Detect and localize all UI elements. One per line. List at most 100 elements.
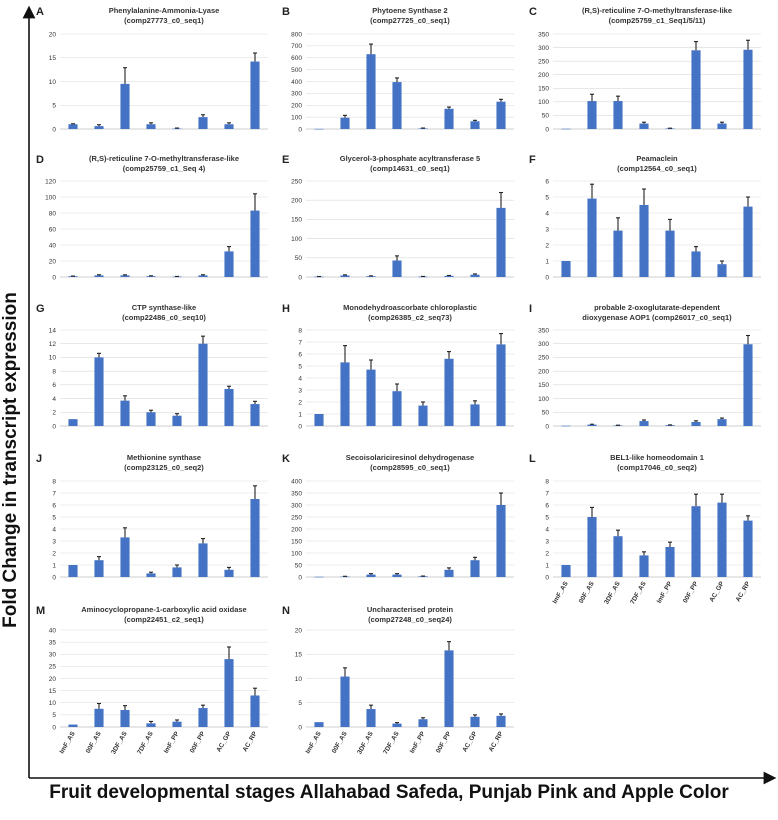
y-tick-label: 40	[49, 242, 57, 249]
bar-ac_gp	[470, 404, 480, 426]
panel-h: H Monodehydroascorbate chloroplastic(comp…	[282, 303, 514, 430]
x-category-label: AC_GP	[708, 580, 726, 603]
x-category-label: AC_GP	[215, 730, 233, 753]
panel-a: A Phenylalanine-Ammonia-Lyase(comp27773_c…	[36, 6, 268, 133]
y-axis-title: Fold Change in transcript expression	[0, 292, 21, 628]
panel-letter: F	[529, 154, 536, 166]
y-tick-label: 6	[52, 502, 56, 509]
bar-00f_pp	[444, 275, 454, 277]
panel-title-line: (R,S)-reticuline 7-O-methyltransferase-l…	[89, 154, 239, 163]
y-tick-label: 100	[538, 396, 549, 403]
bar-3df_as	[613, 230, 623, 277]
bar-7df_as	[639, 555, 649, 577]
bar-imf_as	[68, 276, 78, 277]
y-tick-label: 0	[52, 574, 56, 581]
y-tick-label: 5	[298, 363, 302, 370]
bar-00f_pp	[444, 358, 454, 426]
bar-00f_pp	[198, 543, 208, 577]
panel-letter: N	[282, 605, 290, 617]
panel-n: N Uncharacterised protein(comp27248_c0_se…	[282, 605, 514, 756]
bar-imf_as	[314, 576, 324, 578]
x-category-label: 7DF_AS	[629, 580, 648, 606]
y-tick-label: 5	[298, 700, 302, 707]
y-tick-label: 7	[545, 490, 549, 497]
y-tick-label: 10	[295, 676, 303, 683]
y-tick-label: 5	[52, 514, 56, 521]
y-tick-label: 150	[538, 86, 549, 93]
panel-title-line: (R,S)-reticuline 7-O-methyltransferase-l…	[582, 6, 732, 15]
bar-7df_as	[146, 276, 156, 277]
bar-ac_rp	[250, 695, 260, 727]
panel-letter: M	[36, 605, 45, 617]
y-tick-label: 200	[291, 526, 302, 533]
bar-ac_rp	[250, 210, 260, 277]
panel-title-line: probable 2-oxoglutarate-dependent	[594, 303, 720, 312]
x-category-label: 00F_AS	[85, 730, 103, 755]
bar-00f_pp	[198, 708, 208, 727]
bar-7df_as	[392, 391, 402, 426]
panel-letter: B	[282, 6, 290, 18]
panel-title-line: (comp27725_c0_seq1)	[370, 16, 450, 25]
bar-00f_as	[340, 362, 350, 426]
bar-ac_rp	[250, 61, 260, 129]
y-tick-label: 1	[298, 411, 302, 418]
x-category-label: 00F_PP	[682, 580, 700, 604]
panel-b: B Phytoene Synthase 2(comp27725_c0_seq1) 0…	[282, 6, 514, 133]
y-tick-label: 0	[52, 423, 56, 430]
y-tick-label: 200	[291, 103, 302, 110]
bar-7df_as	[639, 123, 649, 129]
panel-title-line: Secoisolariciresinol dehydrogenase	[346, 453, 474, 462]
y-tick-label: 0	[545, 423, 549, 430]
y-tick-label: 10	[49, 700, 57, 707]
bar-00f_as	[340, 275, 350, 277]
y-tick-label: 60	[49, 226, 57, 233]
panel-letter: G	[36, 303, 45, 315]
bar-ac_gp	[717, 264, 727, 277]
panel-title-line: (comp23125_c0_seq2)	[124, 463, 204, 472]
y-tick-label: 300	[291, 91, 302, 98]
y-tick-label: 200	[538, 368, 549, 375]
panel-letter: H	[282, 303, 290, 315]
y-tick-label: 10	[49, 79, 57, 86]
y-tick-label: 3	[545, 538, 549, 545]
y-tick-label: 2	[298, 399, 302, 406]
panel-letter: L	[529, 453, 536, 465]
y-tick-label: 5	[545, 194, 549, 201]
bar-00f_pp	[691, 421, 701, 426]
panel-j: J Methionine synthase(comp23125_c0_seq2) 0…	[36, 453, 268, 581]
x-category-label: AC_GP	[461, 730, 479, 753]
y-tick-label: 100	[291, 114, 302, 121]
y-tick-label: 100	[45, 194, 56, 201]
y-tick-label: 20	[49, 31, 57, 38]
bar-imf_pp	[665, 128, 675, 130]
bar-imf_pp	[418, 719, 428, 727]
y-tick-label: 50	[295, 255, 303, 262]
y-tick-label: 800	[291, 31, 302, 38]
y-tick-label: 300	[538, 45, 549, 52]
bar-7df_as	[392, 82, 402, 129]
panels-layer: A Phenylalanine-Ammonia-Lyase(comp27773_c…	[36, 6, 761, 756]
panel-k: K Secoisolariciresinol dehydrogenase(comp…	[282, 453, 514, 581]
y-tick-label: 3	[545, 226, 549, 233]
bar-00f_as	[94, 708, 104, 727]
x-category-label: ImF_AS	[59, 730, 77, 755]
x-category-label: 00F_AS	[578, 580, 596, 605]
y-tick-label: 1	[52, 562, 56, 569]
bar-3df_as	[120, 710, 130, 727]
bar-00f_as	[587, 198, 597, 277]
bar-3df_as	[366, 709, 376, 727]
x-category-label: ImF_PP	[409, 730, 427, 755]
y-tick-label: 100	[538, 99, 549, 106]
bar-imf_pp	[665, 230, 675, 277]
bar-00f_pp	[444, 108, 454, 129]
y-tick-label: 50	[295, 562, 303, 569]
y-tick-label: 100	[291, 550, 302, 557]
y-tick-label: 700	[291, 43, 302, 50]
y-tick-label: 3	[52, 538, 56, 545]
panel-title-line: (comp26385_c2_seq73)	[368, 313, 452, 322]
y-tick-label: 35	[49, 639, 57, 646]
y-tick-label: 400	[291, 79, 302, 86]
panel-title-line: (comp25759_c1_Seq 4)	[123, 164, 206, 173]
